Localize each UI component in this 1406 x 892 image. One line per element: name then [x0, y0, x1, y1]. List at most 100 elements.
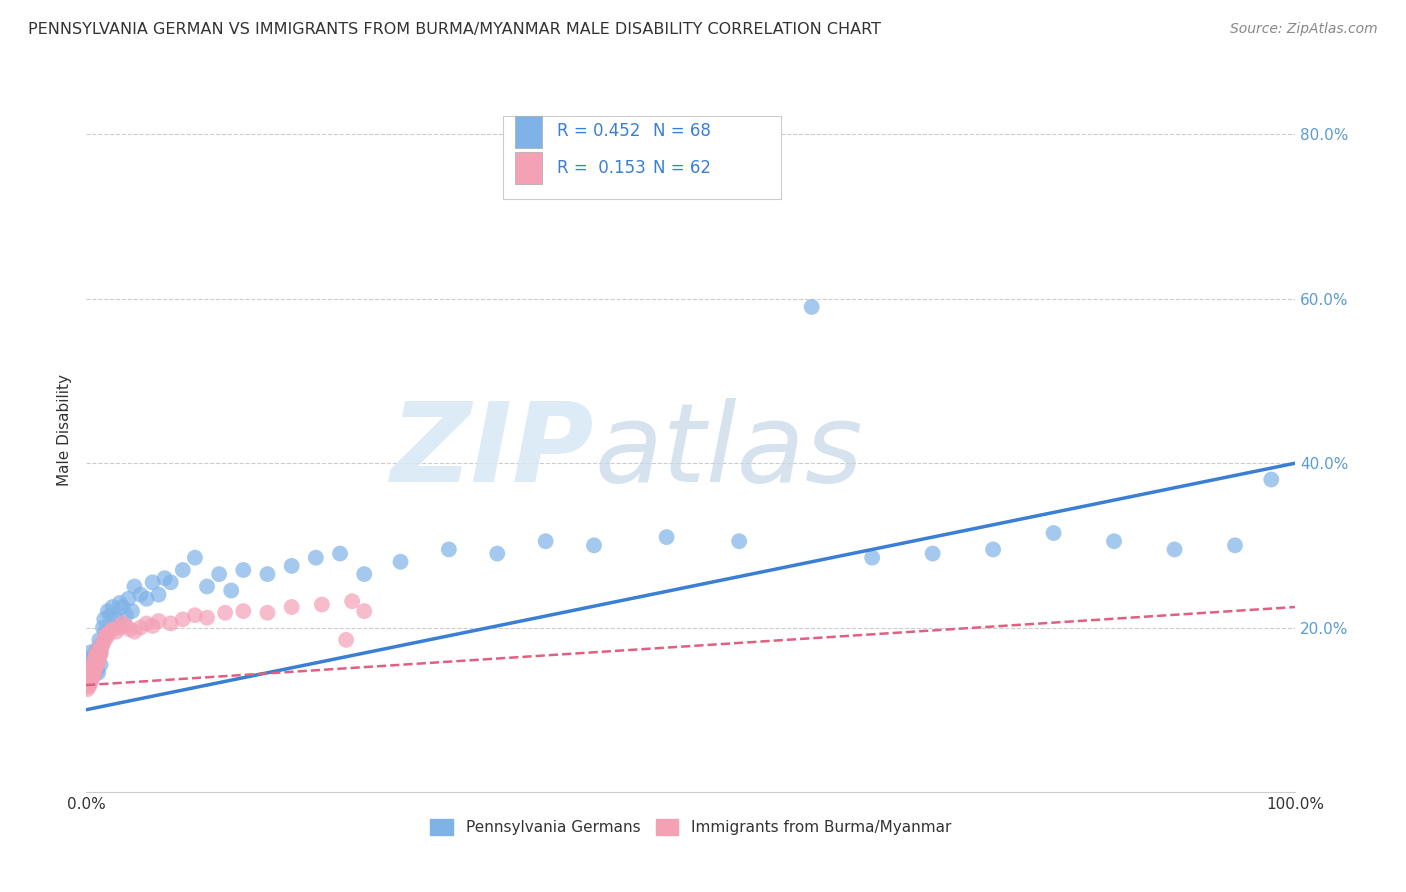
Point [82, 668, 104, 682]
FancyBboxPatch shape [503, 116, 782, 199]
Point [94, 624, 117, 639]
Point [80, 673, 103, 688]
Point [195, 610, 218, 624]
Point [311, 598, 333, 612]
Point [135, 591, 157, 606]
Point [79, 665, 101, 680]
Point [87, 641, 110, 656]
Point [115, 608, 138, 623]
Point [82, 663, 104, 677]
Point [335, 632, 357, 647]
Point [219, 583, 242, 598]
Point [86, 649, 108, 664]
Point [98, 608, 121, 623]
Point [159, 575, 181, 590]
Point [534, 534, 557, 549]
Point [83, 655, 105, 669]
Point [90, 639, 112, 653]
Y-axis label: Male Disability: Male Disability [58, 375, 72, 486]
Point [87, 645, 110, 659]
Point [77, 680, 100, 694]
Point [89, 641, 111, 656]
Point [86, 663, 108, 677]
Point [195, 579, 218, 593]
Point [1042, 526, 1064, 541]
Point [148, 614, 170, 628]
Point [1163, 542, 1185, 557]
Point [921, 547, 943, 561]
Point [84, 647, 107, 661]
Text: PENNSYLVANIA GERMAN VS IMMIGRANTS FROM BURMA/MYANMAR MALE DISABILITY CORRELATION: PENNSYLVANIA GERMAN VS IMMIGRANTS FROM B… [28, 22, 882, 37]
Point [96, 631, 118, 645]
Point [80, 645, 103, 659]
Point [98, 624, 121, 639]
Point [90, 637, 112, 651]
Point [655, 530, 678, 544]
Text: R = 0.452: R = 0.452 [557, 122, 640, 140]
Point [83, 652, 105, 666]
Point [91, 621, 114, 635]
Point [340, 594, 363, 608]
Point [437, 542, 460, 557]
Point [101, 599, 124, 614]
Text: atlas: atlas [593, 399, 863, 506]
Point [90, 645, 112, 659]
Point [82, 662, 104, 676]
Point [79, 672, 101, 686]
Point [87, 665, 110, 680]
Point [153, 571, 176, 585]
Point [101, 622, 124, 636]
Text: N = 68: N = 68 [654, 122, 711, 140]
Point [83, 665, 105, 680]
Point [82, 668, 104, 682]
Point [91, 637, 114, 651]
Point [86, 657, 108, 672]
Point [129, 621, 152, 635]
Point [115, 619, 138, 633]
Point [117, 591, 139, 606]
Point [80, 662, 103, 676]
Text: N = 62: N = 62 [654, 159, 711, 177]
Point [97, 627, 120, 641]
FancyBboxPatch shape [516, 152, 541, 185]
Point [728, 534, 751, 549]
Point [184, 608, 207, 623]
Point [353, 604, 375, 618]
Point [184, 550, 207, 565]
Point [142, 619, 165, 633]
Point [77, 673, 100, 688]
Point [108, 596, 131, 610]
Point [129, 588, 152, 602]
Point [135, 616, 157, 631]
Point [305, 550, 328, 565]
Text: ZIP: ZIP [391, 399, 593, 506]
Text: R =  0.153: R = 0.153 [557, 159, 645, 177]
Point [82, 672, 104, 686]
Point [582, 538, 605, 552]
Point [124, 624, 146, 639]
Point [118, 622, 141, 636]
Point [82, 657, 104, 672]
Point [1102, 534, 1125, 549]
Point [111, 616, 134, 631]
Point [97, 604, 120, 618]
Point [84, 660, 107, 674]
Point [256, 606, 278, 620]
Point [80, 663, 103, 677]
Point [89, 649, 111, 664]
FancyBboxPatch shape [516, 116, 541, 148]
Point [1223, 538, 1246, 552]
Point [1260, 473, 1282, 487]
Point [214, 606, 236, 620]
Point [79, 678, 101, 692]
Point [329, 547, 352, 561]
Point [256, 567, 278, 582]
Point [93, 612, 115, 626]
Point [89, 632, 111, 647]
Point [159, 616, 181, 631]
Point [105, 624, 128, 639]
Point [82, 657, 104, 672]
Point [83, 665, 105, 680]
Point [79, 653, 101, 667]
Point [486, 547, 509, 561]
